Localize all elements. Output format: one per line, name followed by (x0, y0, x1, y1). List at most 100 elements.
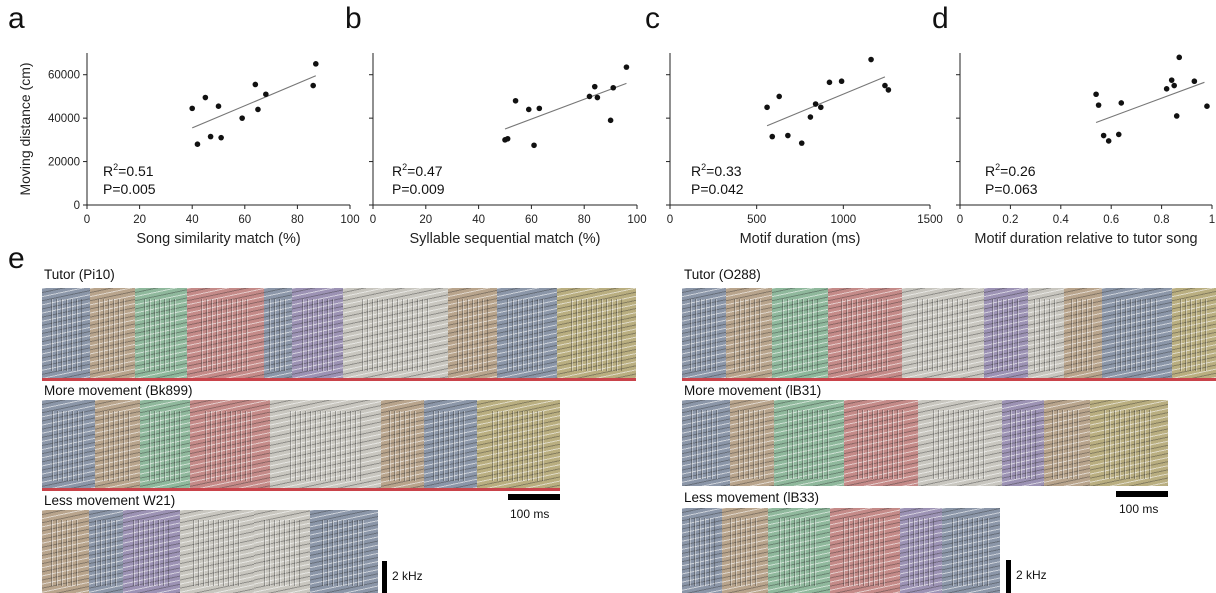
data-point (623, 64, 630, 70)
syllable-segment (134, 288, 188, 378)
syllable-segment (94, 400, 140, 488)
syllable-segment (448, 288, 497, 378)
syllable-segment (190, 400, 270, 488)
right-less-spectrogram (682, 508, 1000, 593)
chart-d: 0 0.2 0.4 0.6 0.8 1 Motif duration relative to… (0, 0, 1216, 255)
syllable-segment (269, 400, 382, 488)
r2-value: =0.47 (407, 163, 443, 179)
left-less-label: Less movement W21) (44, 493, 176, 508)
y-axis-label: Moving distance (cm) (17, 62, 33, 195)
syllable-segment (42, 510, 90, 593)
data-point (885, 87, 892, 93)
data-point (1118, 100, 1125, 106)
data-point (776, 93, 782, 100)
p-value: P=0.042 (691, 181, 744, 197)
left-less-spectrogram (42, 510, 378, 593)
syllable-segment (768, 508, 830, 593)
left-freq-scale-label: 2 kHz (392, 569, 423, 583)
data-point (812, 101, 819, 107)
x-tick-label: 0.2 (1002, 214, 1018, 226)
syllable-segment (423, 400, 477, 488)
data-point (818, 104, 824, 111)
panel-letter-d: d (932, 2, 949, 35)
data-point (798, 140, 805, 146)
syllable-segment (123, 510, 180, 593)
data-point (838, 78, 845, 85)
left-more-underline (42, 488, 560, 491)
x-tick-label: 100 (340, 214, 359, 226)
syllable-segment (682, 400, 730, 486)
r2-label: R (392, 163, 403, 179)
left-tutor-underline (42, 378, 636, 381)
r2-sup: 2 (402, 162, 408, 172)
panel-letter-c: c (645, 2, 660, 35)
x-tick-label: 0.8 (1154, 214, 1170, 226)
r2-label: R (691, 163, 702, 179)
data-point (1093, 91, 1099, 98)
data-point (239, 115, 245, 121)
p-value: P=0.009 (392, 181, 445, 197)
data-point (536, 105, 543, 112)
syllable-segment (139, 400, 191, 488)
syllable-segment (310, 510, 378, 593)
y-tick-label: 0 (74, 200, 80, 212)
syllable-segment (726, 288, 772, 378)
data-point (1176, 54, 1183, 61)
syllable-segment (828, 288, 902, 378)
regression-line (1095, 81, 1205, 124)
x-tick-label: 500 (747, 214, 766, 226)
chart-a-svg: 0 20 40 60 80 100 0 20000 40000 60000 Song similar… (17, 53, 360, 247)
syllable-segment (342, 288, 449, 378)
right-time-scale-bar (1116, 491, 1168, 497)
data-point (202, 94, 209, 101)
syllable-segment (918, 400, 1002, 486)
data-point (1191, 78, 1198, 85)
x-tick-label: 0 (370, 214, 376, 226)
left-tutor-label: Tutor (Pi10) (44, 267, 115, 282)
syllable-segment (1044, 400, 1090, 486)
right-freq-scale-bar (1006, 560, 1011, 593)
x-axis-label: Song similarity match (%) (136, 231, 300, 247)
data-point (531, 142, 537, 149)
syllable-segment (89, 510, 124, 593)
syllable-segment (1064, 288, 1102, 378)
syllable-segment (179, 510, 254, 593)
x-tick-label: 1 (1209, 214, 1215, 226)
chart-c: 0 500 1000 1500 Motif duration (ms) (0, 0, 1216, 255)
data-point (218, 134, 224, 141)
data-point (194, 141, 201, 147)
left-tutor-spectrogram (42, 288, 636, 378)
data-point (255, 106, 261, 113)
syllable-segment (984, 288, 1028, 378)
stats-b: R2=0.47 P=0.009 (392, 158, 445, 198)
x-tick-label: 80 (291, 214, 304, 226)
right-tutor-spectrogram (682, 288, 1216, 378)
syllable-segment (774, 400, 844, 486)
x-axis-label: Motif duration (ms) (740, 231, 861, 247)
syllable-segment (253, 510, 311, 593)
stats-c: R2=0.33 P=0.042 (691, 158, 744, 198)
data-point (826, 79, 833, 86)
data-point (868, 56, 874, 63)
syllable-segment (90, 288, 135, 378)
data-point (1095, 102, 1102, 108)
syllable-segment (264, 288, 293, 378)
syllable-segment (1090, 400, 1168, 486)
stats-a: R2=0.51 P=0.005 (103, 158, 156, 198)
p-value: P=0.063 (985, 181, 1038, 197)
syllable-segment (476, 400, 560, 488)
data-point (1105, 138, 1112, 144)
x-tick-label: 1500 (917, 214, 943, 226)
data-point (610, 84, 617, 91)
right-less-label: Less movement (lB33) (684, 490, 820, 505)
data-point (1115, 131, 1122, 138)
chart-d-svg: 0 0.2 0.4 0.6 0.8 1 Motif duration relative to… (956, 53, 1215, 247)
syllable-segment (1101, 288, 1172, 378)
syllable-segment (292, 288, 343, 378)
x-tick-label: 0.6 (1103, 214, 1119, 226)
x-tick-label: 80 (578, 214, 591, 226)
data-point (1171, 82, 1177, 89)
r2-value: =0.51 (118, 163, 154, 179)
data-point (263, 91, 269, 98)
